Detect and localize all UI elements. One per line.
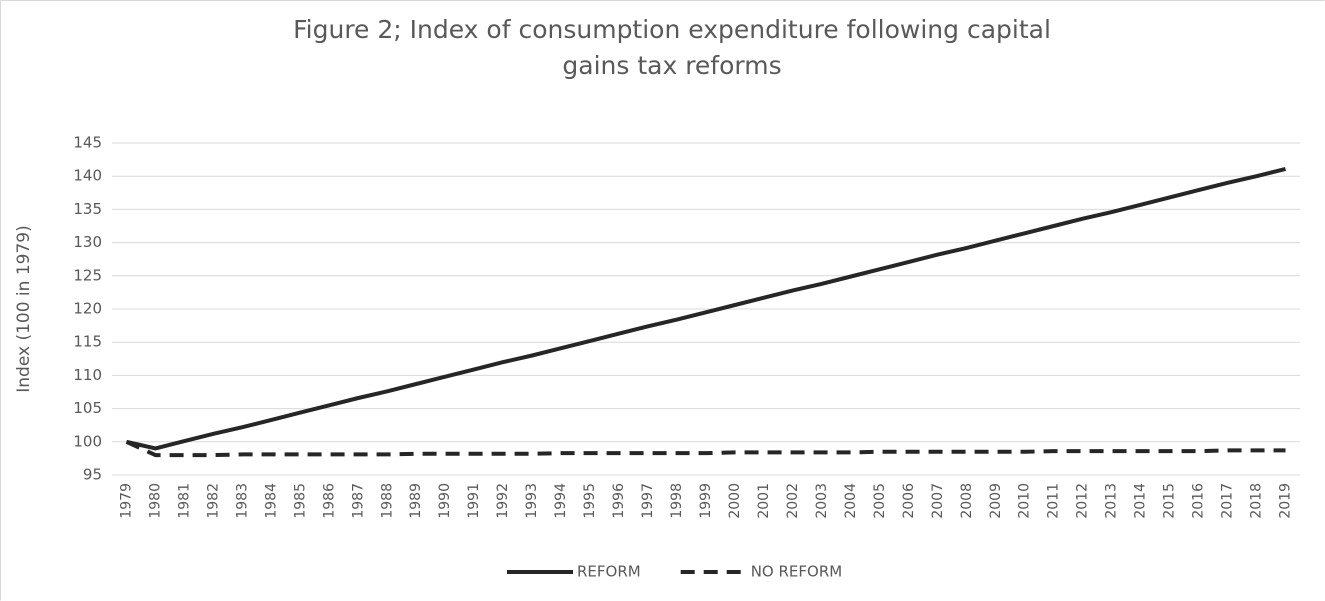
x-tick-label: 2013: [1104, 483, 1120, 519]
x-tick-label: 2004: [843, 483, 859, 519]
y-tick-label: 125: [73, 266, 102, 284]
x-tick-label: 1988: [379, 483, 395, 519]
y-tick-label: 95: [83, 466, 102, 484]
x-tick-label: 2000: [727, 483, 743, 519]
x-tick-label: 1989: [408, 483, 424, 519]
y-tick-label: 135: [73, 200, 102, 218]
x-tick-label: 2012: [1075, 483, 1091, 519]
x-tick-label: 2011: [1046, 483, 1062, 519]
x-tick-label: 2003: [814, 483, 830, 519]
x-tick-label: 2009: [988, 483, 1004, 519]
chart-title: Figure 2; Index of consumption expenditu…: [293, 15, 1051, 80]
x-tick-label: 1982: [205, 483, 221, 519]
x-tick-label: 1995: [582, 483, 598, 519]
x-tick-label: 1994: [553, 483, 569, 519]
x-tick-label: 1987: [350, 483, 366, 519]
x-tick-label: 2006: [901, 483, 917, 519]
x-tick-label: 2010: [1017, 483, 1033, 519]
y-tick-label: 140: [73, 167, 102, 185]
x-tick-label: 1979: [118, 483, 134, 519]
x-tick-label: 2017: [1220, 483, 1236, 519]
x-tick-label: 2015: [1162, 483, 1178, 519]
x-tick-label: 2007: [930, 483, 946, 519]
y-axis-label: Index (100 in 1979): [14, 225, 34, 393]
x-tick-label: 1993: [524, 483, 540, 519]
y-tick-label: 105: [73, 399, 102, 417]
x-tick-label: 1992: [495, 483, 511, 519]
y-tick-label: 115: [73, 333, 102, 351]
y-tick-label: 100: [73, 432, 102, 450]
x-tick-label: 1990: [437, 483, 453, 519]
y-tick-label: 130: [73, 233, 102, 251]
x-tick-label: 2019: [1278, 483, 1294, 519]
x-tick-label: 2008: [959, 483, 975, 519]
x-tick-label: 2005: [872, 483, 888, 519]
legend-label: NO REFORM: [751, 563, 843, 581]
y-tick-label: 110: [73, 366, 102, 384]
x-tick-label: 1996: [611, 483, 627, 519]
x-tick-label: 1986: [321, 483, 337, 519]
x-tick-label: 1983: [234, 483, 250, 519]
x-tick-label: 2002: [785, 483, 801, 519]
legend-label: REFORM: [577, 563, 641, 581]
x-tick-label: 2014: [1133, 483, 1149, 519]
x-tick-label: 1984: [263, 483, 279, 519]
x-tick-label: 1991: [466, 483, 482, 519]
x-tick-label: 2001: [756, 483, 772, 519]
x-tick-label: 2016: [1191, 483, 1207, 519]
x-tick-label: 1980: [147, 483, 163, 519]
x-tick-label: 1985: [292, 483, 308, 519]
series-line: [125, 439, 1286, 458]
x-tick-label: 1997: [640, 483, 656, 519]
y-tick-label: 120: [73, 300, 102, 318]
x-tick-label: 1999: [698, 483, 714, 519]
x-tick-label: 1981: [176, 483, 192, 519]
x-tick-label: 1998: [669, 483, 685, 519]
x-tick-label: 2018: [1249, 483, 1265, 519]
series-line: [126, 166, 1286, 451]
y-tick-label: 145: [73, 134, 102, 152]
